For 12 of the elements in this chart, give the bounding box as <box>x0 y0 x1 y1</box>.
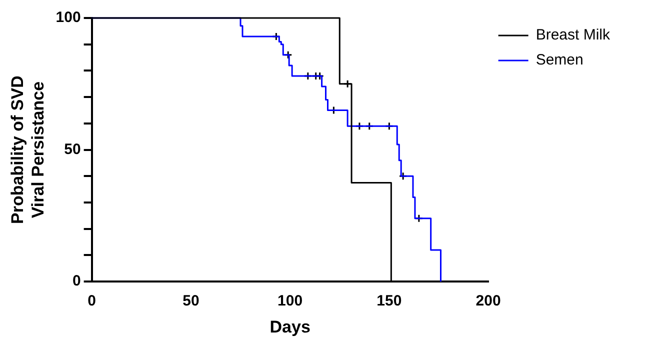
x-tick-label: 200 <box>476 292 501 310</box>
y-tick-label: 50 <box>64 140 81 158</box>
legend-label: Semen <box>536 52 584 69</box>
y-axis-title: Probability of SVD Viral Persistance <box>8 76 48 224</box>
x-tick-label: 150 <box>376 292 402 310</box>
y-tick-label: 100 <box>56 9 81 26</box>
y-tick-label: 0 <box>72 272 81 290</box>
legend-label: Breast Milk <box>536 26 610 44</box>
x-tick-label: 0 <box>88 292 96 310</box>
x-axis-title: Days <box>270 317 310 336</box>
x-tick-label: 100 <box>278 292 303 310</box>
x-tick-label: 50 <box>182 292 200 310</box>
